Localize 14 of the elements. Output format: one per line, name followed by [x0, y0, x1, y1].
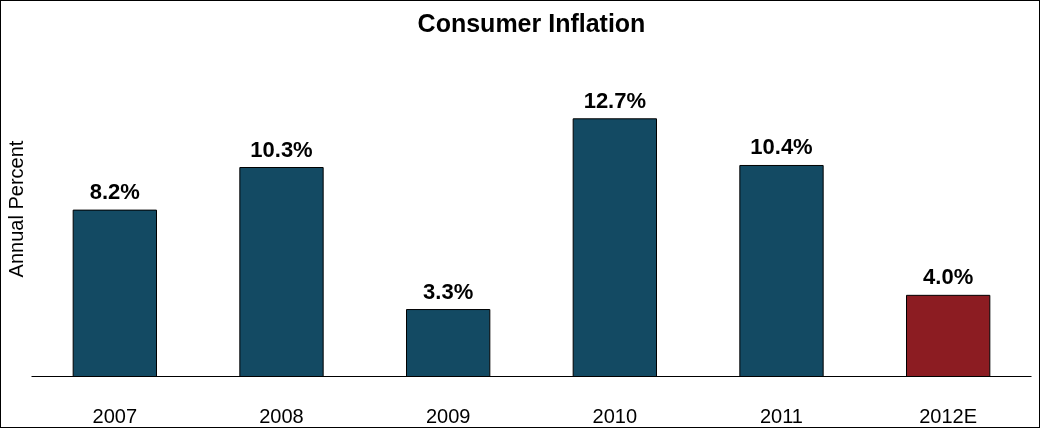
- data-label: 10.3%: [250, 136, 313, 162]
- x-tick-label: 2008: [259, 404, 304, 427]
- x-tick-label: 2011: [760, 404, 804, 427]
- y-axis-title: Annual Percent: [4, 140, 27, 278]
- x-tick-label: 2007: [92, 404, 138, 427]
- data-label: 4.0%: [923, 264, 974, 290]
- data-label: 12.7%: [583, 87, 647, 113]
- data-label: 3.3%: [423, 278, 474, 304]
- data-label: 8.2%: [89, 179, 140, 205]
- chart-title: Consumer Inflation: [417, 8, 646, 37]
- data-label: 10.4%: [750, 134, 813, 160]
- x-tick-label: 2010: [592, 404, 638, 427]
- x-tick-label: 2012E: [919, 404, 978, 427]
- x-tick-label: 2009: [425, 404, 471, 427]
